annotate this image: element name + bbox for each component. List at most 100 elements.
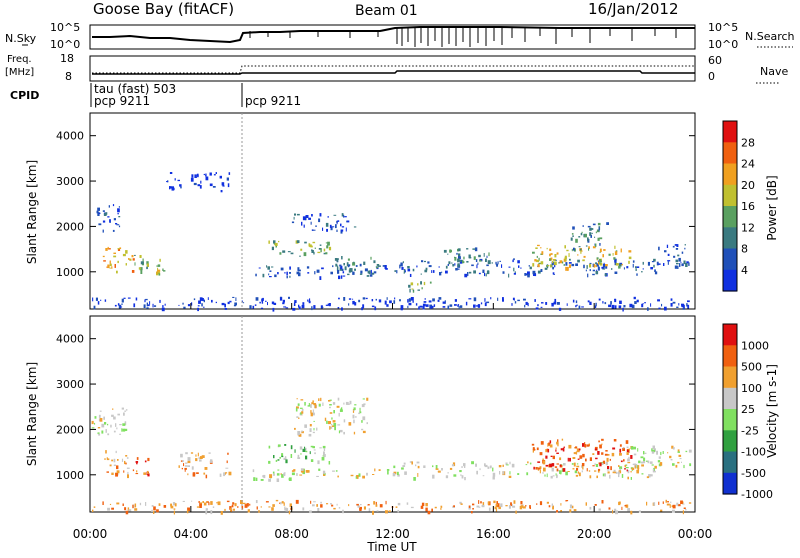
velocity-ytick-label-3: 4000: [56, 333, 84, 346]
nsky-frame: [89, 24, 696, 50]
power-colorbar-label: Power [dB]: [765, 175, 779, 240]
velocity-colorbar-label-6: -500: [741, 467, 766, 480]
cpid-strip: CPID tau (fast) 503 pcp 9211 pcp 9211: [10, 82, 301, 108]
velocity-region-4: [252, 468, 390, 482]
velocity-yticks: 1000 2000 3000 4000: [56, 333, 695, 482]
power-region-7: [268, 240, 332, 257]
power-region-12: [532, 244, 632, 271]
power-colorbar-swatch-1: [723, 142, 737, 165]
nsearch-trace: [249, 27, 677, 47]
nsky-tick-bottom: 10^0: [50, 38, 80, 51]
power-region-1: [134, 254, 149, 274]
cpid-entry-0-line2: pcp 9211: [94, 94, 150, 108]
x-axis-label: Time UT: [366, 540, 417, 554]
power-region-5: [190, 172, 231, 193]
velocity-colorbar-label-4: -25: [741, 424, 759, 437]
velocity-region-5: [268, 444, 331, 465]
velocity-colorbar: 1000 500 100 25 -25 -100 -500 -1000: [722, 323, 773, 501]
velocity-colorbar-swatch-5: [723, 430, 737, 453]
velocity-colorbar-label-2: 100: [741, 382, 762, 395]
station-title: Goose Bay (fitACF): [93, 0, 234, 18]
power-ytick-label-0: 1000: [56, 266, 84, 279]
velocity-colorbar-swatch-2: [723, 366, 737, 389]
power-colorbar-label-1: 8: [741, 243, 748, 256]
power-colorbar-swatch-0: [723, 121, 737, 143]
power-yticks: 1000 2000 3000 4000: [56, 130, 695, 279]
freq-strip: Freq. [MHz] 18 8 60 0 Nave: [5, 52, 788, 84]
power-region-2: [156, 258, 166, 276]
velocity-colorbar-swatch-3: [723, 387, 737, 410]
velocity-regions: [91, 397, 692, 515]
x-tick-label-2: 08:00: [274, 527, 309, 541]
velocity-colorbar-label-7: -1000: [741, 488, 773, 501]
power-region-8: [291, 213, 357, 234]
cpid-label: CPID: [10, 89, 39, 102]
power-region-11: [443, 247, 491, 267]
velocity-region-0: [104, 450, 135, 479]
power-colorbar-label-0: 4: [741, 264, 748, 277]
x-tick-label-6: 00:00: [678, 527, 713, 541]
freq-tick-bottom: 8: [65, 70, 72, 83]
velocity-region-3: [178, 452, 232, 479]
freq-label-2: [MHz]: [5, 67, 34, 78]
freq-tick-top: 18: [60, 52, 74, 65]
power-ytick-label-1: 2000: [56, 220, 84, 233]
power-colorbar-label-2: 12: [741, 221, 755, 234]
power-frame: [89, 112, 696, 310]
velocity-ytick-label-2: 3000: [56, 378, 84, 391]
velocity-colorbar-label-0: 1000: [741, 339, 769, 352]
velocity-colorbar-swatch-4: [723, 409, 737, 431]
velocity-region-2: [91, 407, 128, 436]
velocity-ylabel: Slant Range [km]: [25, 362, 39, 466]
power-colorbar-label-6: 28: [741, 136, 755, 149]
power-region-13: [570, 222, 609, 251]
power-ytick-label-3: 4000: [56, 130, 84, 143]
power-region-10: [394, 258, 659, 278]
velocity-region-9: [622, 445, 692, 470]
power-colorbar-label-5: 24: [741, 158, 755, 171]
power-colorbar-swatch-2: [723, 163, 737, 186]
velocity-colorbar-label-3: 25: [741, 403, 755, 416]
x-axis: 00:00 04:00 08:00 12:00 16:00 20:00 00:00: [73, 303, 713, 541]
x-tick-label-1: 04:00: [174, 527, 209, 541]
velocity-region-6: [294, 397, 369, 437]
beam-title: Beam 01: [355, 3, 418, 19]
power-colorbar-swatch-7: [723, 269, 737, 292]
power-region-14: [658, 244, 690, 269]
power-region-16: [92, 296, 690, 312]
power-colorbar: 4 8 12 16 20 24 28: [722, 120, 755, 292]
cpid-entry-1-line2: pcp 9211: [245, 94, 301, 108]
power-colorbar-label-3: 16: [741, 200, 755, 213]
power-colorbar-swatch-3: [723, 184, 737, 207]
nsky-strip: N.Sky 10^5 10^0 10^5 10^0 N.Search: [5, 21, 795, 51]
x-tick-label-3: 12:00: [375, 527, 410, 541]
velocity-frame: [89, 315, 696, 513]
power-colorbar-swatch-4: [723, 206, 737, 228]
velocity-region-10: [92, 499, 692, 515]
x-tick-label-5: 20:00: [577, 527, 612, 541]
power-colorbar-frame: [722, 120, 738, 292]
nave-trace: [92, 65, 695, 74]
nsky-tick-top: 10^5: [50, 21, 80, 34]
power-colorbar-swatch-6: [723, 248, 737, 271]
velocity-colorbar-label-1: 500: [741, 361, 762, 374]
power-region-9: [330, 256, 380, 275]
date-title: 16/Jan/2012: [588, 0, 679, 18]
power-region-6: [255, 265, 388, 280]
power-colorbar-label-4: 20: [741, 179, 755, 192]
nave-label: Nave: [760, 65, 788, 78]
power-ytick-label-2: 3000: [56, 175, 84, 188]
power-region-15: [408, 281, 432, 293]
velocity-colorbar-swatch-6: [723, 451, 737, 474]
power-region-3: [96, 204, 121, 233]
power-ylabel: Slant Range [km]: [25, 160, 39, 264]
nsearch-tick-bottom: 10^0: [708, 38, 738, 51]
velocity-region-1: [135, 457, 150, 477]
velocity-panel: 1000 2000 3000 4000 Slant Range [km]: [25, 315, 696, 515]
nsearch-label: N.Search: [745, 30, 795, 43]
velocity-colorbar-frame: [722, 323, 738, 495]
nsearch-tick-top: 10^5: [708, 21, 738, 34]
velocity-colorbar-swatch-1: [723, 345, 737, 368]
